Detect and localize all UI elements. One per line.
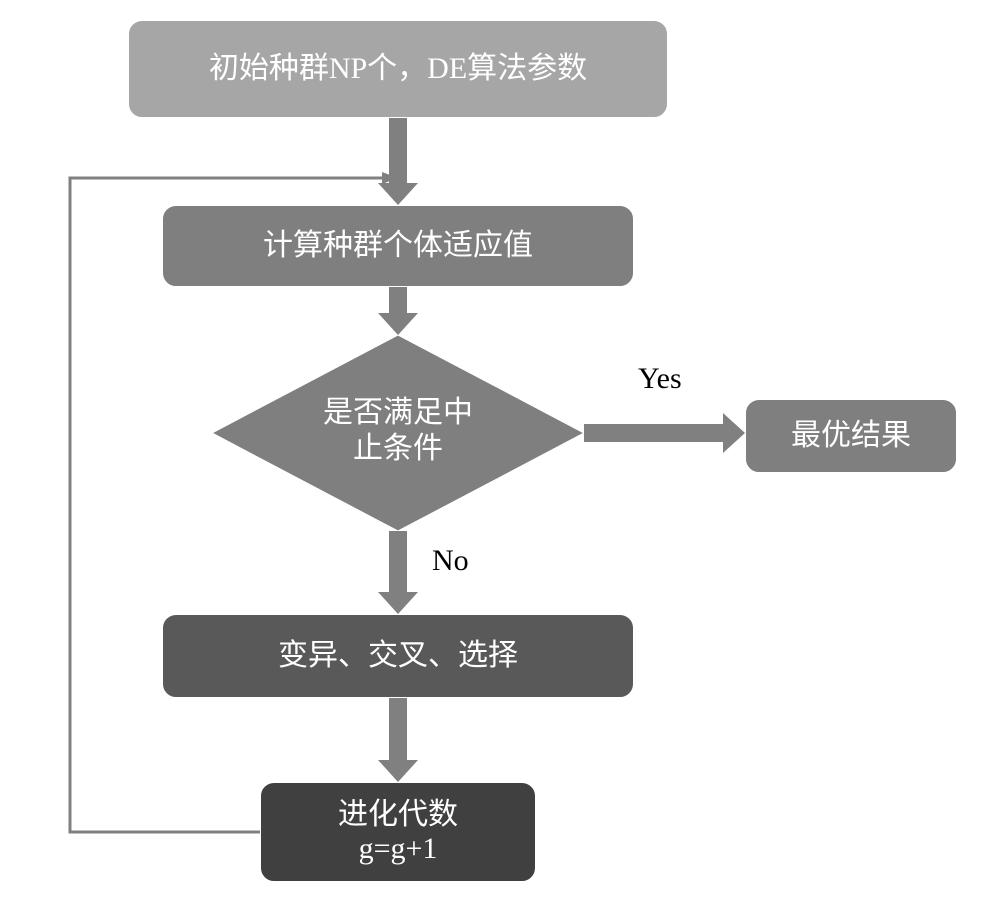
- loopback-edge: [0, 0, 1000, 912]
